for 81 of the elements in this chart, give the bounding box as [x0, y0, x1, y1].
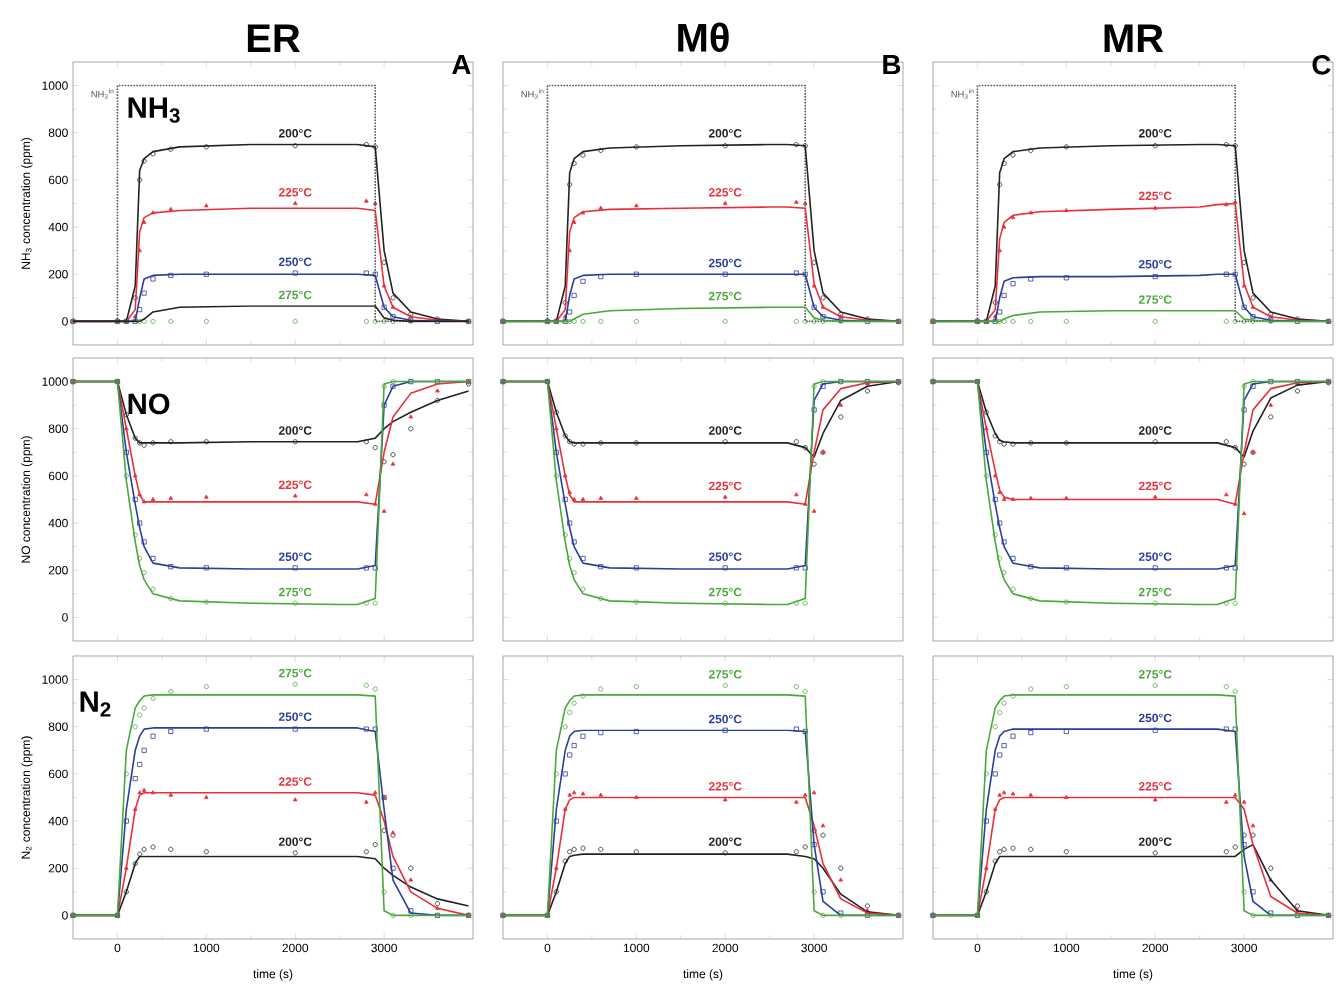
- series-label: 200°C: [708, 837, 742, 846]
- y-axis-title: NH$_{3}$ concentration (ppm): [21, 138, 33, 269]
- series-label: 200°C: [1138, 129, 1172, 138]
- y-tick-label: 0: [62, 317, 68, 326]
- series-label: 250°C: [1138, 552, 1172, 561]
- x-tick-label: 2000: [1142, 943, 1169, 953]
- series-label: 225°C: [278, 777, 312, 786]
- x-tick-label: 0: [974, 943, 981, 953]
- series-label: 225°C: [1138, 481, 1172, 491]
- series-label: 200°C: [708, 129, 742, 138]
- series-label: 250°C: [708, 714, 742, 724]
- series-label: 275°C: [1138, 295, 1172, 304]
- x-tick-label: 2000: [712, 943, 739, 953]
- y-tick-label: 0: [62, 613, 68, 622]
- y-tick-label: 400: [48, 222, 68, 232]
- x-tick-label: 2000: [282, 943, 309, 953]
- series-label: 250°C: [278, 257, 312, 267]
- series-label: 200°C: [278, 837, 312, 846]
- y-tick-label: 200: [48, 863, 68, 873]
- series-label: 275°C: [708, 670, 742, 679]
- y-tick-label: 200: [48, 269, 68, 279]
- x-tick-label: 1000: [1053, 943, 1080, 953]
- annotation: NH$_{3}$: [128, 97, 180, 123]
- x-tick-label: 1000: [193, 943, 220, 953]
- series-label: 250°C: [1138, 713, 1172, 723]
- text: 275°C: [278, 290, 312, 300]
- chart-title: ER: [247, 24, 300, 52]
- y-tick-label: 800: [48, 128, 68, 137]
- chart-title: MR: [1104, 24, 1164, 52]
- x-tick-label: 3000: [371, 943, 397, 953]
- series-label: 275°C: [708, 291, 742, 301]
- series-label: 200°C: [1138, 837, 1172, 846]
- y-tick-label: 400: [48, 816, 68, 826]
- series-label: 200°C: [278, 426, 312, 435]
- series-label: 275°C: [278, 587, 312, 597]
- series-label: 250°C: [708, 552, 742, 561]
- x-tick-label: 3000: [1231, 943, 1257, 953]
- annotation: N$_{2}$: [80, 691, 111, 717]
- x-tick-label: 0: [544, 943, 551, 953]
- annotation: C: [1312, 55, 1331, 75]
- x-tick-label: 1000: [623, 943, 650, 953]
- series-label: 200°C: [1138, 426, 1172, 435]
- annotation: A: [452, 55, 471, 75]
- y-tick-label: 200: [48, 565, 68, 575]
- y-tick-label: 1000: [42, 377, 68, 386]
- annotation: B: [883, 55, 901, 75]
- series-label: 250°C: [278, 552, 312, 561]
- chart-title: Mθ: [678, 22, 729, 52]
- y-tick-label: 0: [62, 911, 68, 920]
- y-tick-label: 600: [48, 769, 68, 779]
- y-tick-label: 1000: [42, 81, 68, 90]
- y-tick-label: 600: [48, 471, 68, 481]
- y-axis-title: NO concentration (ppm): [21, 436, 33, 563]
- series-label: 275°C: [1138, 587, 1172, 597]
- annotation: NO: [128, 393, 170, 415]
- series-label: 250°C: [278, 712, 312, 721]
- x-tick-label: 3000: [801, 943, 827, 953]
- series-label: 225°C: [278, 188, 312, 197]
- y-tick-label: 400: [48, 518, 68, 528]
- y-tick-label: 800: [48, 424, 68, 433]
- series-label: 275°C: [1138, 670, 1172, 679]
- y-tick-label: 1000: [42, 675, 68, 684]
- series-label: 225°C: [708, 782, 742, 791]
- series-label: 200°C: [708, 426, 742, 435]
- series-label: 225°C: [278, 480, 312, 490]
- x-axis-title: time (s): [1113, 969, 1153, 981]
- series-label: 225°C: [708, 188, 742, 197]
- series-label: 275°C: [278, 668, 312, 678]
- series-label: 250°C: [1138, 259, 1172, 269]
- y-axis-title: N$_{2}$ concentration (ppm): [21, 736, 33, 859]
- x-tick-label: 0: [114, 943, 121, 953]
- series-label: 225°C: [708, 481, 742, 491]
- series-label: 200°C: [278, 129, 312, 138]
- x-axis-title: time (s): [253, 969, 293, 981]
- series-label: 250°C: [708, 258, 742, 268]
- y-tick-label: 800: [48, 722, 68, 731]
- x-axis-title: time (s): [683, 969, 723, 981]
- series-label: 225°C: [1138, 782, 1172, 791]
- series-label: 275°C: [708, 587, 742, 597]
- series-label: 225°C: [1138, 191, 1172, 201]
- y-tick-label: 600: [48, 175, 68, 185]
